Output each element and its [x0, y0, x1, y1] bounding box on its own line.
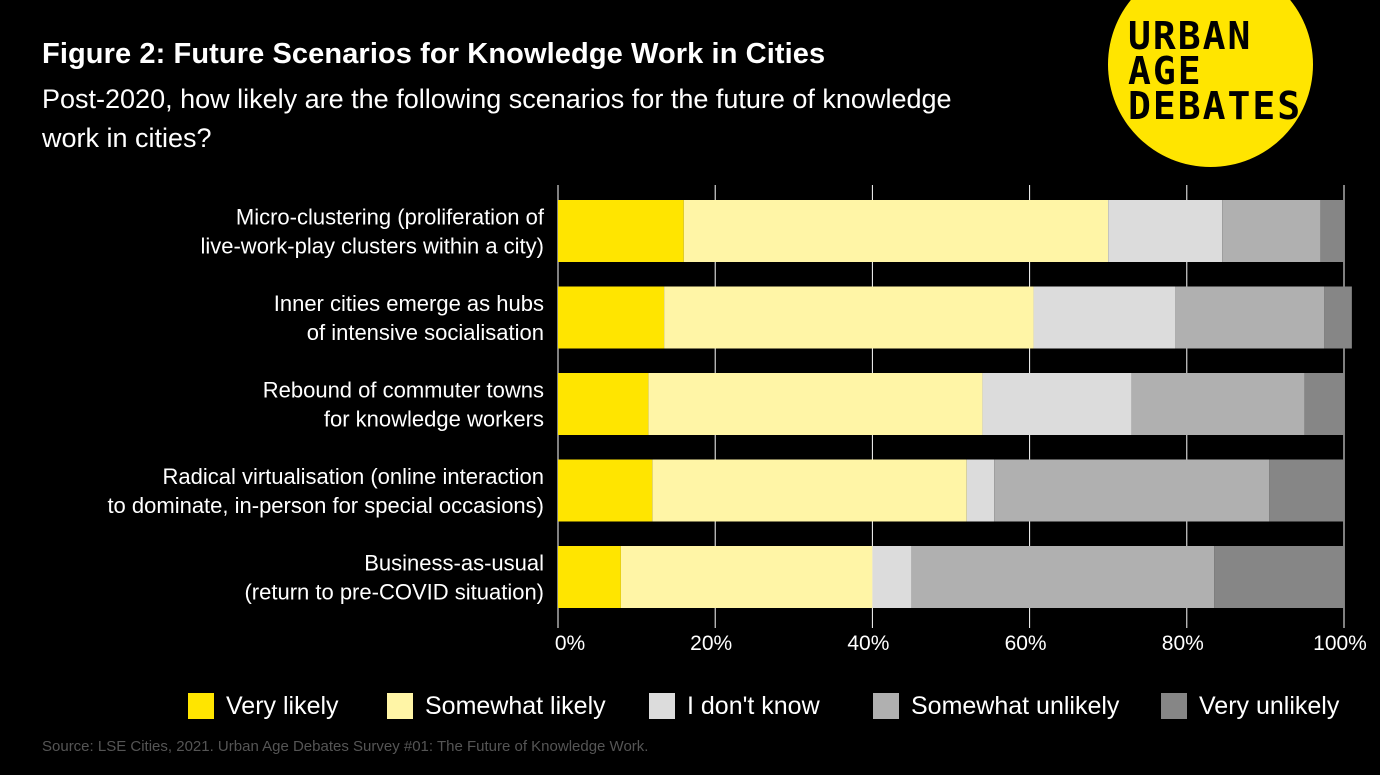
- category-label: of intensive socialisation: [307, 320, 544, 345]
- legend-swatch: [873, 693, 899, 719]
- logo-line-3: DEBATES: [1128, 84, 1303, 128]
- bar-segment: [1304, 373, 1344, 435]
- bar-segment: [1175, 286, 1325, 349]
- bar-segment: [558, 286, 665, 349]
- category-label: live-work-play clusters within a city): [200, 234, 544, 259]
- legend-label: Somewhat likely: [425, 692, 606, 720]
- bar-segment: [994, 459, 1270, 522]
- legend-label: Very unlikely: [1199, 692, 1340, 720]
- chart-legend: Very likely Somewhat likely I don't know So…: [0, 690, 1380, 724]
- bar-segment: [1269, 459, 1344, 522]
- bar-segment: [558, 200, 684, 262]
- bar-segment: [683, 200, 1109, 262]
- legend-label: Somewhat unlikely: [911, 692, 1120, 720]
- bar-segment: [966, 459, 995, 522]
- bar-segment: [1222, 200, 1321, 262]
- bar-segment: [664, 286, 1034, 349]
- logo-line-1: URBAN: [1128, 14, 1253, 58]
- x-tick-label: 40%: [847, 632, 889, 655]
- bar-segment: [1214, 546, 1344, 608]
- bar-segment: [1320, 200, 1344, 262]
- legend-swatch: [387, 693, 413, 719]
- bar-segment: [1131, 373, 1305, 435]
- x-tick-label: 0%: [555, 632, 585, 655]
- category-label: for knowledge workers: [324, 407, 544, 432]
- category-label: Inner cities emerge as hubs: [274, 291, 544, 316]
- legend-swatch: [649, 693, 675, 719]
- category-label: Business-as-usual: [364, 551, 544, 576]
- logo-line-2: AGE: [1128, 49, 1203, 93]
- legend-swatch: [188, 693, 214, 719]
- bar-segment: [872, 546, 912, 608]
- legend-swatch: [1161, 693, 1187, 719]
- urban-age-debates-logo: URBAN AGE DEBATES: [1108, 0, 1313, 167]
- category-label: Micro-clustering (proliferation of: [236, 205, 545, 230]
- bar-segment: [558, 546, 621, 608]
- category-label: Rebound of commuter towns: [263, 378, 544, 403]
- x-tick-label: 80%: [1162, 632, 1204, 655]
- stacked-bar-chart: 0% 20% 40% 60% 80% 100% Micro-clustering (prol…: [107, 185, 1367, 655]
- legend-label: Very likely: [226, 692, 339, 720]
- bar-segment: [982, 373, 1132, 435]
- x-tick-label: 60%: [1005, 632, 1047, 655]
- x-tick-label: 20%: [690, 632, 732, 655]
- category-label: Radical virtualisation (online interacti…: [162, 464, 544, 489]
- bar-segment: [911, 546, 1215, 608]
- bar-segment: [558, 459, 653, 522]
- x-tick-label: 100%: [1313, 632, 1367, 655]
- bar-segment: [648, 373, 983, 435]
- bar-segment: [558, 373, 649, 435]
- bar-segment: [1033, 286, 1176, 349]
- source-note: Source: LSE Cities, 2021. Urban Age Deba…: [42, 738, 649, 755]
- page-subtitle: Post-2020, how likely are the following …: [42, 84, 952, 153]
- category-label: (return to pre-COVID situation): [244, 580, 544, 605]
- bar-segment: [1324, 286, 1352, 349]
- legend-label: I don't know: [687, 692, 820, 720]
- category-label: to dominate, in-person for special occas…: [107, 493, 544, 518]
- bar-segment: [620, 546, 873, 608]
- bar-segment: [652, 459, 967, 522]
- bar-segment: [1108, 200, 1223, 262]
- page-title: Figure 2: Future Scenarios for Knowledge…: [42, 38, 826, 70]
